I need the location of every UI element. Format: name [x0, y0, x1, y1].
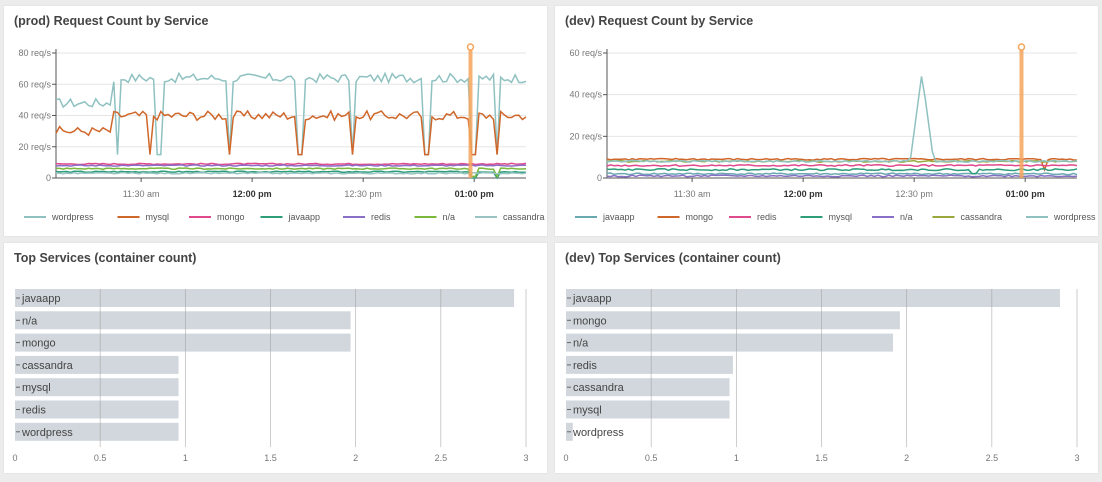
y-tick-label: 60 req/s: [18, 79, 51, 89]
bar-label: mysql: [22, 382, 51, 394]
panel-title: Top Services (container count): [14, 251, 197, 265]
bar-label: wordpress: [21, 427, 73, 439]
bar-label: cassandra: [22, 360, 74, 372]
bar-label: redis: [22, 405, 46, 417]
x-tick-label: 01:00 pm: [455, 189, 494, 199]
bar-label: n/a: [573, 338, 589, 350]
dev-top-chart[interactable]: javaapp mongo n/a redis cassandra mysql wordpr…: [555, 243, 1098, 473]
bar-javaapp: [566, 289, 1060, 307]
x-tick-label: 12:00 pm: [784, 189, 823, 199]
x-tick-label: 1: [734, 453, 739, 463]
bar-label: wordpress: [572, 427, 624, 439]
bar-label: n/a: [22, 315, 38, 327]
panel-title: (prod) Request Count by Service: [14, 14, 209, 28]
x-tick-label: 3: [1074, 453, 1079, 463]
panel-title: (dev) Top Services (container count): [565, 251, 781, 265]
bar-mongo: [566, 311, 900, 330]
y-tick-label: 80 req/s: [18, 48, 51, 58]
y-tick-label: 20 req/s: [569, 131, 602, 141]
x-tick-label: 12:30 pm: [344, 189, 382, 199]
bar-label: cassandra: [573, 382, 625, 394]
bar-label: javaapp: [21, 293, 61, 305]
x-tick-label: 0.5: [645, 453, 658, 463]
prod-request-panel: (prod) Request Count by Service 0 20 req/…: [4, 6, 547, 236]
x-tick-label: 2.5: [986, 453, 999, 463]
bar-javaapp: [15, 289, 515, 307]
series-line-redis: [606, 163, 1078, 168]
x-tick-label: 11:30 am: [123, 189, 160, 199]
legend-label: n/a: [900, 212, 913, 222]
bar-mongo: [15, 333, 351, 352]
bar-cassandra: [15, 355, 179, 374]
x-tick-label: 2: [904, 453, 909, 463]
bar-label: javaapp: [572, 293, 612, 305]
legend-label: cassandra: [961, 212, 1003, 222]
x-tick-label: 3: [523, 453, 528, 463]
prod-top-panel: Top Services (container count) javaapp n/…: [4, 243, 547, 473]
legend-label: javaapp: [288, 212, 321, 222]
y-tick-label: 40 req/s: [18, 111, 51, 121]
series-line-javaapp: [55, 170, 527, 180]
prod-top-chart[interactable]: javaapp n/a mongo cassandra mysql redis wordpr…: [4, 243, 547, 473]
dev-request-chart[interactable]: 0 20 req/s 40 req/s 60 req/s 11:30 am 12:00 p…: [555, 6, 1098, 236]
x-tick-label: 01:00 pm: [1006, 189, 1045, 199]
legend-label: mongo: [217, 212, 245, 222]
x-tick-label: 11:30 am: [674, 189, 711, 199]
series-line-mysql: [606, 168, 1078, 175]
panel-title: (dev) Request Count by Service: [565, 14, 754, 28]
x-tick-label: 1: [183, 453, 188, 463]
bar-redis: [566, 355, 733, 374]
bar-mysql: [15, 378, 179, 397]
bar-label: redis: [573, 360, 597, 372]
y-tick-label: 0: [597, 173, 602, 183]
dev-request-panel: (dev) Request Count by Service 0 20 req/s…: [555, 6, 1098, 236]
legend-label: redis: [757, 212, 777, 222]
legend-label: n/a: [443, 212, 456, 222]
series-line-mongo: [55, 162, 527, 166]
prod-request-chart[interactable]: 0 20 req/s 40 req/s 60 req/s 80 req/s 11:30 a…: [4, 6, 547, 236]
bar-na: [15, 311, 351, 330]
annotation-marker-head: [1017, 43, 1026, 51]
y-tick-label: 0: [46, 173, 51, 183]
series-line-mysql: [55, 109, 527, 156]
series-line-redis: [55, 164, 527, 167]
legend-label: wordpress: [1053, 212, 1096, 222]
bar-label: mongo: [22, 338, 56, 350]
bar-wordpress: [15, 422, 179, 441]
x-tick-label: 0.5: [94, 453, 107, 463]
x-tick-label: 1.5: [264, 453, 277, 463]
y-tick-label: 60 req/s: [569, 48, 602, 58]
bar-na: [566, 333, 894, 352]
bar-redis: [15, 400, 179, 419]
bar-cassandra: [566, 378, 730, 397]
x-tick-label: 12:30 pm: [895, 189, 933, 199]
legend-label: mysql: [146, 212, 170, 222]
bar-mysql: [566, 400, 730, 419]
legend-label: javaapp: [602, 212, 635, 222]
series-line-na: [56, 167, 527, 179]
y-tick-label: 20 req/s: [18, 142, 51, 152]
series-line-cassandra: [55, 171, 527, 175]
dev-top-panel: (dev) Top Services (container count) jav…: [555, 243, 1098, 473]
x-tick-label: 0: [563, 453, 568, 463]
annotation-marker-head: [466, 43, 475, 51]
series-line-na: [606, 174, 1078, 178]
legend-label: mongo: [686, 212, 714, 222]
legend-label: wordpress: [51, 212, 94, 222]
series-line-javaapp: [606, 172, 1078, 176]
x-tick-label: 1.5: [815, 453, 828, 463]
x-tick-label: 2: [353, 453, 358, 463]
x-tick-label: 12:00 pm: [233, 189, 272, 199]
x-tick-label: 0: [12, 453, 17, 463]
bar-label: mysql: [573, 405, 602, 417]
series-line-mongo: [606, 157, 1078, 172]
bar-label: mongo: [573, 315, 607, 327]
series-line-wordpress: [606, 76, 1078, 163]
x-tick-label: 2.5: [435, 453, 448, 463]
series-line-wordpress: [55, 71, 527, 156]
legend-label: mysql: [829, 212, 853, 222]
legend-label: cassandra: [503, 212, 545, 222]
y-tick-label: 40 req/s: [569, 90, 602, 100]
legend-label: redis: [371, 212, 391, 222]
